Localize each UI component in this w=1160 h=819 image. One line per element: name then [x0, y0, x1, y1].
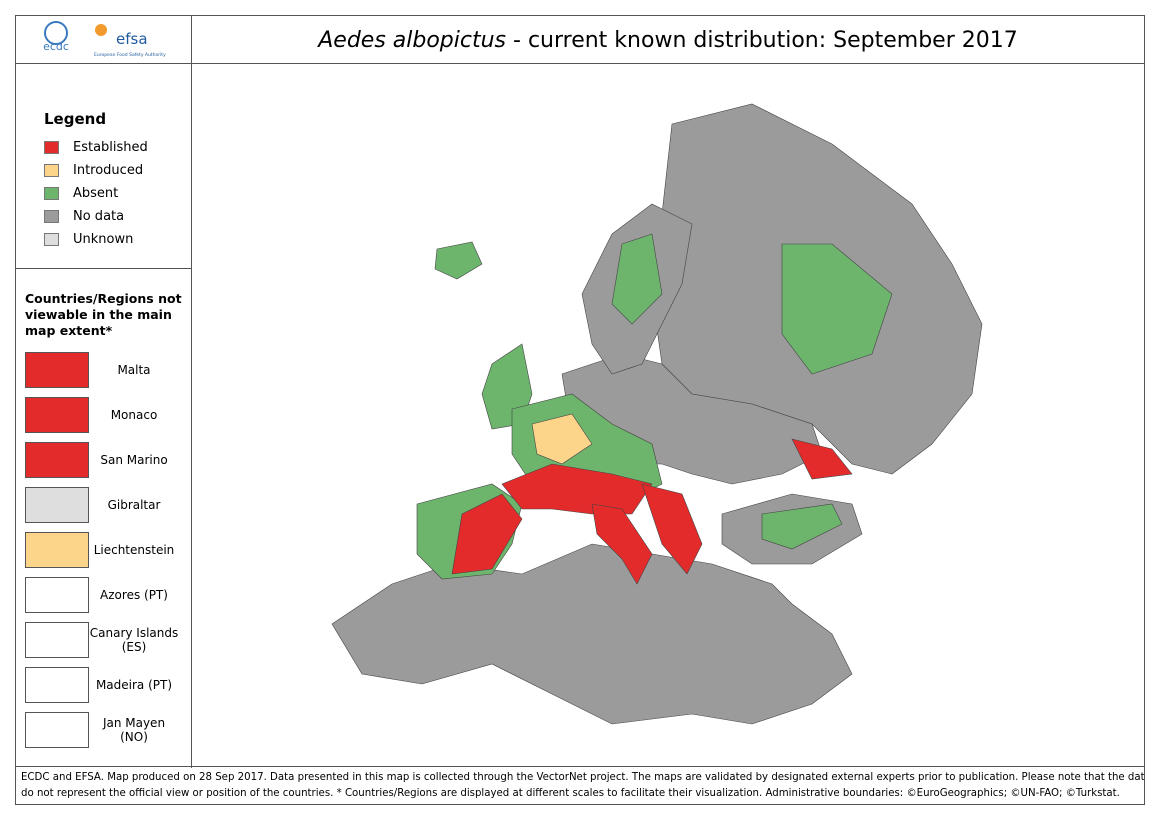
legend-label: No data — [73, 209, 125, 224]
inset-label: Liechtenstein — [93, 542, 175, 557]
inset-row: Canary Islands (ES) — [25, 617, 191, 662]
russia-absent — [781, 243, 893, 375]
legend-label: Established — [73, 140, 148, 155]
inset-row: Gibraltar — [25, 482, 191, 527]
legend: Legend Established Introduced Absent No dat… — [16, 63, 191, 269]
inset-label: Madeira (PT) — [95, 677, 173, 692]
legend-item: Introduced — [44, 159, 191, 182]
sweden-absent — [611, 233, 663, 325]
title-species: Aedes albopictus — [318, 28, 507, 53]
legend-item: Unknown — [44, 228, 191, 251]
efsa-subtitle: European Food Safety Authority — [94, 52, 166, 58]
inset-row: Malta — [25, 347, 191, 392]
italy — [591, 503, 653, 585]
inset-box — [25, 531, 89, 568]
legend-swatch — [44, 187, 59, 200]
legend-label: Absent — [73, 186, 119, 201]
inset-box — [25, 396, 89, 433]
inset-row: Monaco — [25, 392, 191, 437]
inset-box — [25, 441, 89, 478]
efsa-mark — [95, 24, 107, 36]
inset-box — [25, 711, 89, 748]
inset-label: Canary Islands (ES) — [89, 625, 179, 654]
inset-row: Liechtenstein — [25, 527, 191, 572]
legend-swatch — [44, 164, 59, 177]
inset-row: San Marino — [25, 437, 191, 482]
insets-title: Countries/Regions not viewable in the ma… — [25, 291, 182, 338]
inset-label: Jan Mayen (NO) — [102, 715, 166, 744]
inset-row: Madeira (PT) — [25, 662, 191, 707]
balkans — [641, 483, 703, 575]
inset-box — [25, 576, 89, 613]
legend-item: Absent — [44, 182, 191, 205]
legend-item: Established — [44, 136, 191, 159]
side-panel: Legend Established Introduced Absent No dat… — [16, 63, 192, 768]
title: Aedes albopictus - current known distrib… — [192, 16, 1144, 64]
inset-box — [25, 486, 89, 523]
footer-line: do not represent the official view or po… — [21, 788, 1120, 799]
legend-swatch — [44, 233, 59, 246]
legend-title: Legend — [44, 110, 107, 128]
inset-label: Gibraltar — [107, 497, 161, 512]
black-sea-coast — [791, 438, 853, 480]
inset-label: Monaco — [110, 407, 158, 422]
iceland — [434, 241, 483, 280]
turkey-absent — [761, 503, 843, 550]
inset-label: Azores (PT) — [100, 587, 168, 602]
map — [331, 103, 983, 725]
inset-rows: Malta Monaco San Marino Gibraltar Liechtenst… — [25, 347, 191, 752]
legend-label: Introduced — [73, 163, 144, 178]
footer: ECDC and EFSA. Map produced on 28 Sep 20… — [16, 766, 1144, 804]
introduced-zone — [531, 413, 593, 465]
north-africa — [331, 543, 853, 725]
inset-box — [25, 621, 89, 658]
legend-swatch — [44, 141, 59, 154]
legend-label: Unknown — [73, 232, 134, 247]
legend-swatch — [44, 210, 59, 223]
efsa-logo: efsa — [116, 30, 148, 48]
inset-label: San Marino — [100, 452, 168, 467]
legend-items: Established Introduced Absent No data Unknow… — [44, 136, 191, 251]
inset-row: Jan Mayen (NO) — [25, 707, 191, 752]
inset-box — [25, 666, 89, 703]
legend-item: No data — [44, 205, 191, 228]
ecdc-globe — [44, 21, 68, 45]
south-france-italy — [501, 463, 653, 515]
iberia-established — [451, 493, 523, 575]
logos: ecdc efsa European Food Safety Authority — [16, 16, 192, 64]
inset-label: Malta — [117, 362, 151, 377]
inset-row: Azores (PT) — [25, 572, 191, 617]
insets: Countries/Regions not viewable in the ma… — [16, 269, 191, 752]
inset-box — [25, 351, 89, 388]
ecdc-logo: ecdc — [43, 40, 69, 53]
frame: ecdc efsa European Food Safety Authority… — [15, 15, 1145, 805]
logo-art: ecdc efsa European Food Safety Authority — [43, 21, 166, 58]
footer-line: ECDC and EFSA. Map produced on 28 Sep 20… — [21, 772, 1144, 783]
title-text: - current known distribution: September … — [513, 28, 1018, 53]
